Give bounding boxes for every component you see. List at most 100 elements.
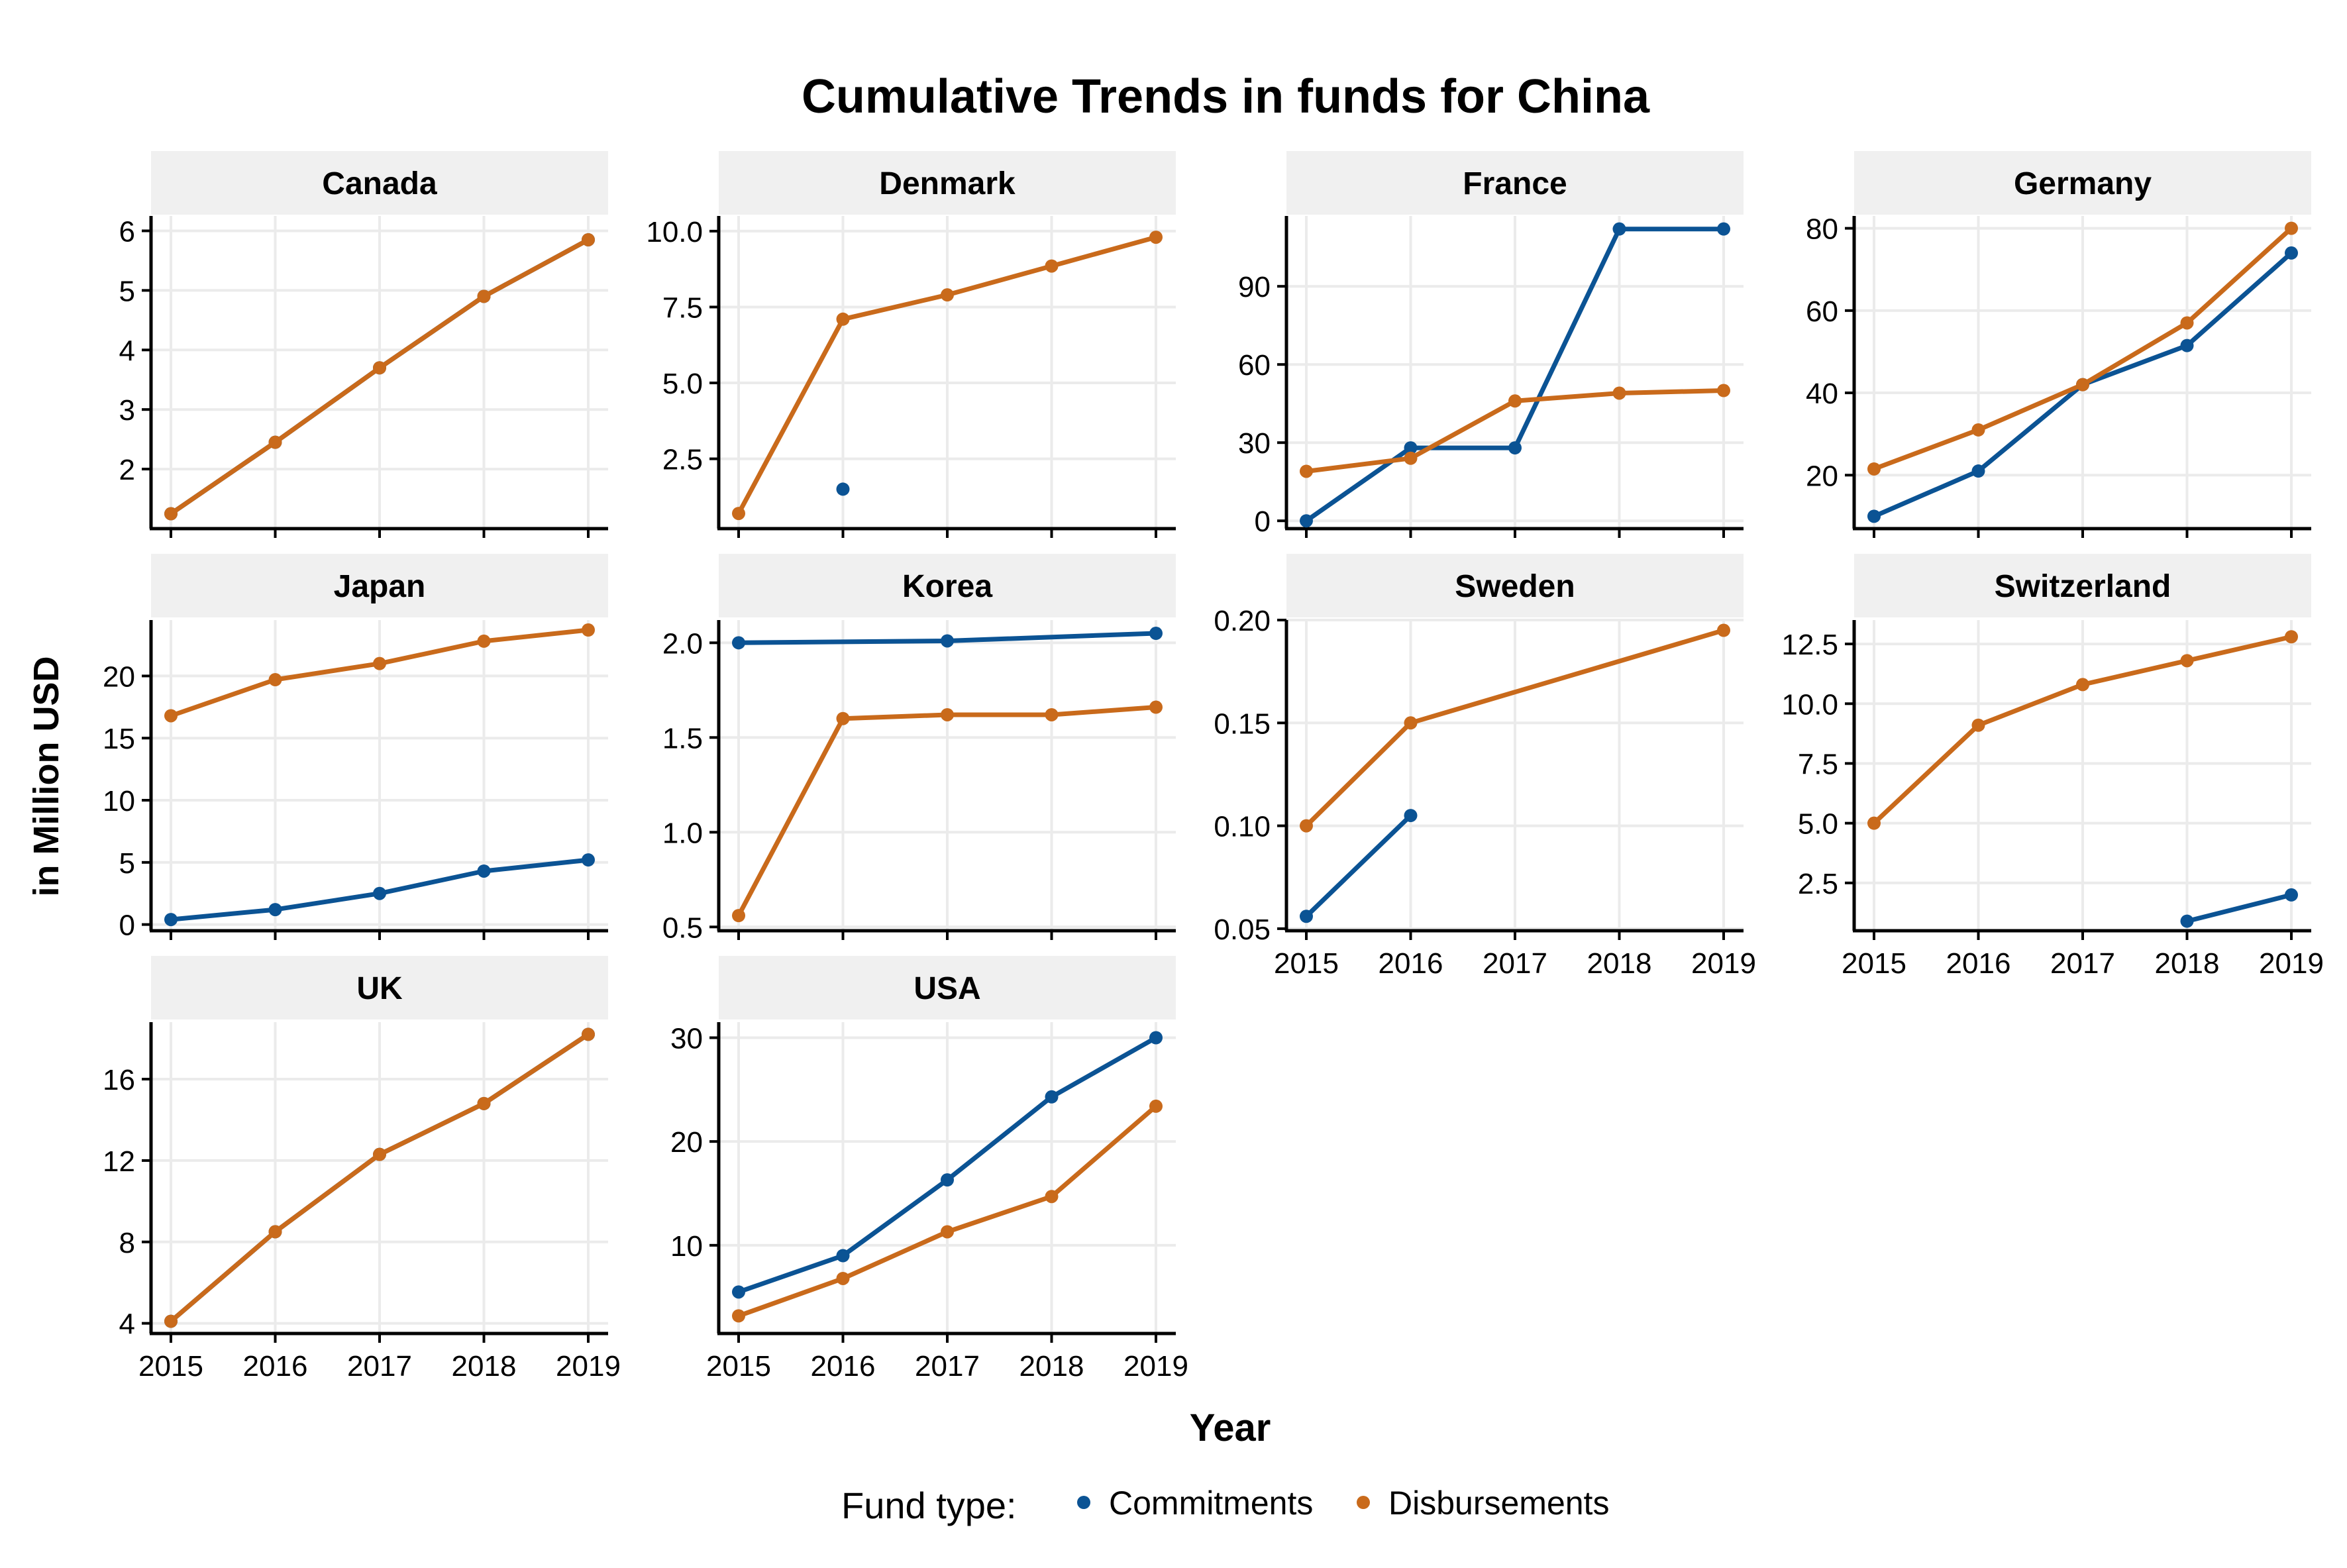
y-tick-label-switzerland: 7.5 bbox=[1798, 748, 1838, 780]
x-tick-label-usa: 2017 bbox=[915, 1350, 980, 1383]
y-tick-label-usa: 30 bbox=[670, 1023, 703, 1055]
legend-label-disbursements: Disbursements bbox=[1388, 1485, 1609, 1522]
point-commitments-switzerland bbox=[2180, 914, 2194, 928]
point-disbursements-uk bbox=[373, 1147, 386, 1161]
y-tick-label-germany: 80 bbox=[1806, 213, 1838, 246]
y-tick-label-switzerland: 10.0 bbox=[1781, 688, 1838, 721]
strip-label-france: France bbox=[1463, 166, 1567, 201]
legend-key-disbursements bbox=[1357, 1496, 1370, 1509]
point-commitments-france bbox=[1300, 514, 1313, 528]
strip-japan bbox=[151, 554, 608, 617]
point-commitments-usa bbox=[941, 1173, 954, 1187]
x-tick-label-switzerland: 2016 bbox=[1946, 947, 2011, 980]
y-tick-label-korea: 1.5 bbox=[662, 722, 703, 755]
point-disbursements-japan bbox=[477, 634, 491, 648]
strip-france bbox=[1286, 151, 1744, 215]
chart-title: Cumulative Trends in funds for China bbox=[802, 70, 1650, 123]
point-commitments-korea bbox=[941, 634, 954, 648]
point-commitments-japan bbox=[477, 864, 491, 878]
point-disbursements-denmark bbox=[941, 288, 954, 302]
point-disbursements-korea bbox=[732, 909, 745, 923]
x-tick-label-uk: 2015 bbox=[138, 1350, 203, 1383]
point-disbursements-canada bbox=[268, 435, 282, 449]
point-commitments-japan bbox=[164, 913, 178, 927]
x-tick-label-switzerland: 2015 bbox=[1842, 947, 1906, 980]
strip-uk bbox=[151, 956, 608, 1019]
point-disbursements-usa bbox=[732, 1309, 745, 1323]
y-tick-label-uk: 16 bbox=[103, 1064, 135, 1096]
point-disbursements-denmark bbox=[732, 507, 745, 521]
point-disbursements-switzerland bbox=[2180, 654, 2194, 668]
point-disbursements-japan bbox=[373, 656, 386, 670]
point-commitments-france bbox=[1717, 222, 1730, 236]
point-disbursements-canada bbox=[164, 507, 178, 521]
y-tick-label-switzerland: 2.5 bbox=[1798, 868, 1838, 900]
x-tick-label-usa: 2018 bbox=[1019, 1350, 1084, 1383]
y-tick-label-uk: 12 bbox=[103, 1145, 135, 1178]
y-tick-label-usa: 10 bbox=[670, 1230, 703, 1263]
y-tick-label-canada: 4 bbox=[119, 335, 135, 367]
point-commitments-sweden bbox=[1300, 910, 1313, 923]
x-tick-label-uk: 2019 bbox=[556, 1350, 621, 1383]
point-commitments-korea bbox=[732, 636, 745, 650]
point-disbursements-france bbox=[1508, 394, 1522, 408]
x-tick-label-uk: 2016 bbox=[243, 1350, 308, 1383]
x-tick-label-uk: 2018 bbox=[452, 1350, 517, 1383]
y-tick-label-france: 60 bbox=[1238, 349, 1271, 382]
y-tick-label-switzerland: 12.5 bbox=[1781, 629, 1838, 661]
point-disbursements-usa bbox=[941, 1225, 954, 1239]
point-disbursements-switzerland bbox=[2076, 678, 2089, 692]
y-tick-label-japan: 10 bbox=[103, 785, 135, 817]
strip-label-uk: UK bbox=[356, 971, 403, 1006]
point-commitments-japan bbox=[373, 886, 386, 900]
y-axis-title: in Million USD bbox=[26, 656, 66, 897]
strip-label-canada: Canada bbox=[322, 166, 437, 201]
point-commitments-france bbox=[1508, 441, 1522, 455]
panel-denmark: Denmark 2.5 5.0 7.5 10.0 bbox=[646, 151, 1176, 538]
y-tick-label-usa: 20 bbox=[670, 1126, 703, 1159]
y-tick-label-japan: 20 bbox=[103, 660, 135, 693]
y-tick-label-denmark: 2.5 bbox=[662, 444, 703, 476]
facet-panels: Canada 2 3 4 5 6 Denmark 2.5 5.0 7.5 10.0 France 0 30… bbox=[103, 151, 2324, 1383]
point-commitments-korea bbox=[1149, 627, 1163, 641]
strip-canada bbox=[151, 151, 608, 215]
point-disbursements-denmark bbox=[1149, 231, 1163, 244]
x-tick-label-sweden: 2017 bbox=[1483, 947, 1547, 980]
series-line-commitments-sweden bbox=[1304, 813, 1413, 919]
point-commitments-denmark bbox=[836, 482, 850, 496]
point-disbursements-france bbox=[1404, 451, 1418, 465]
point-commitments-usa bbox=[1045, 1090, 1059, 1104]
legend-title: Fund type: bbox=[841, 1485, 1017, 1526]
y-tick-label-canada: 3 bbox=[119, 394, 135, 427]
legend-key-commitments bbox=[1077, 1496, 1090, 1509]
point-disbursements-japan bbox=[582, 623, 595, 637]
panel-france: France 0 30 60 90 bbox=[1238, 151, 1744, 538]
y-tick-label-korea: 1.0 bbox=[662, 817, 703, 849]
strip-label-japan: Japan bbox=[334, 569, 426, 604]
y-tick-label-canada: 2 bbox=[119, 454, 135, 486]
y-tick-label-switzerland: 5.0 bbox=[1798, 808, 1838, 841]
point-disbursements-denmark bbox=[1045, 259, 1059, 273]
point-disbursements-germany bbox=[2285, 221, 2298, 235]
point-commitments-germany bbox=[1867, 509, 1881, 523]
point-disbursements-canada bbox=[477, 289, 491, 303]
panel-germany: Germany 20 40 60 80 bbox=[1806, 151, 2311, 538]
panel-sweden: Sweden 0.05 0.10 0.15 0.20 2015 2016 2017 2018 20… bbox=[1214, 554, 1756, 980]
point-disbursements-uk bbox=[164, 1314, 178, 1328]
x-tick-label-usa: 2016 bbox=[811, 1350, 876, 1383]
y-tick-label-denmark: 10.0 bbox=[646, 216, 703, 248]
y-tick-label-uk: 4 bbox=[119, 1308, 135, 1341]
y-tick-label-germany: 40 bbox=[1806, 378, 1838, 410]
panel-korea: Korea 0.5 1.0 1.5 2.0 bbox=[662, 554, 1176, 944]
point-disbursements-france bbox=[1612, 386, 1626, 400]
strip-korea bbox=[719, 554, 1176, 617]
point-commitments-usa bbox=[836, 1249, 850, 1263]
strip-label-switzerland: Switzerland bbox=[1995, 569, 2171, 604]
y-tick-label-denmark: 7.5 bbox=[662, 291, 703, 324]
y-tick-label-sweden: 0.10 bbox=[1214, 811, 1271, 843]
panel-switzerland: Switzerland 2.5 5.0 7.5 10.0 12.5 2015 2016 2017… bbox=[1781, 554, 2324, 980]
point-disbursements-germany bbox=[2180, 316, 2194, 330]
series-line-commitments-switzerland bbox=[2185, 892, 2294, 924]
strip-denmark bbox=[719, 151, 1176, 215]
y-tick-label-sweden: 0.05 bbox=[1214, 914, 1271, 946]
